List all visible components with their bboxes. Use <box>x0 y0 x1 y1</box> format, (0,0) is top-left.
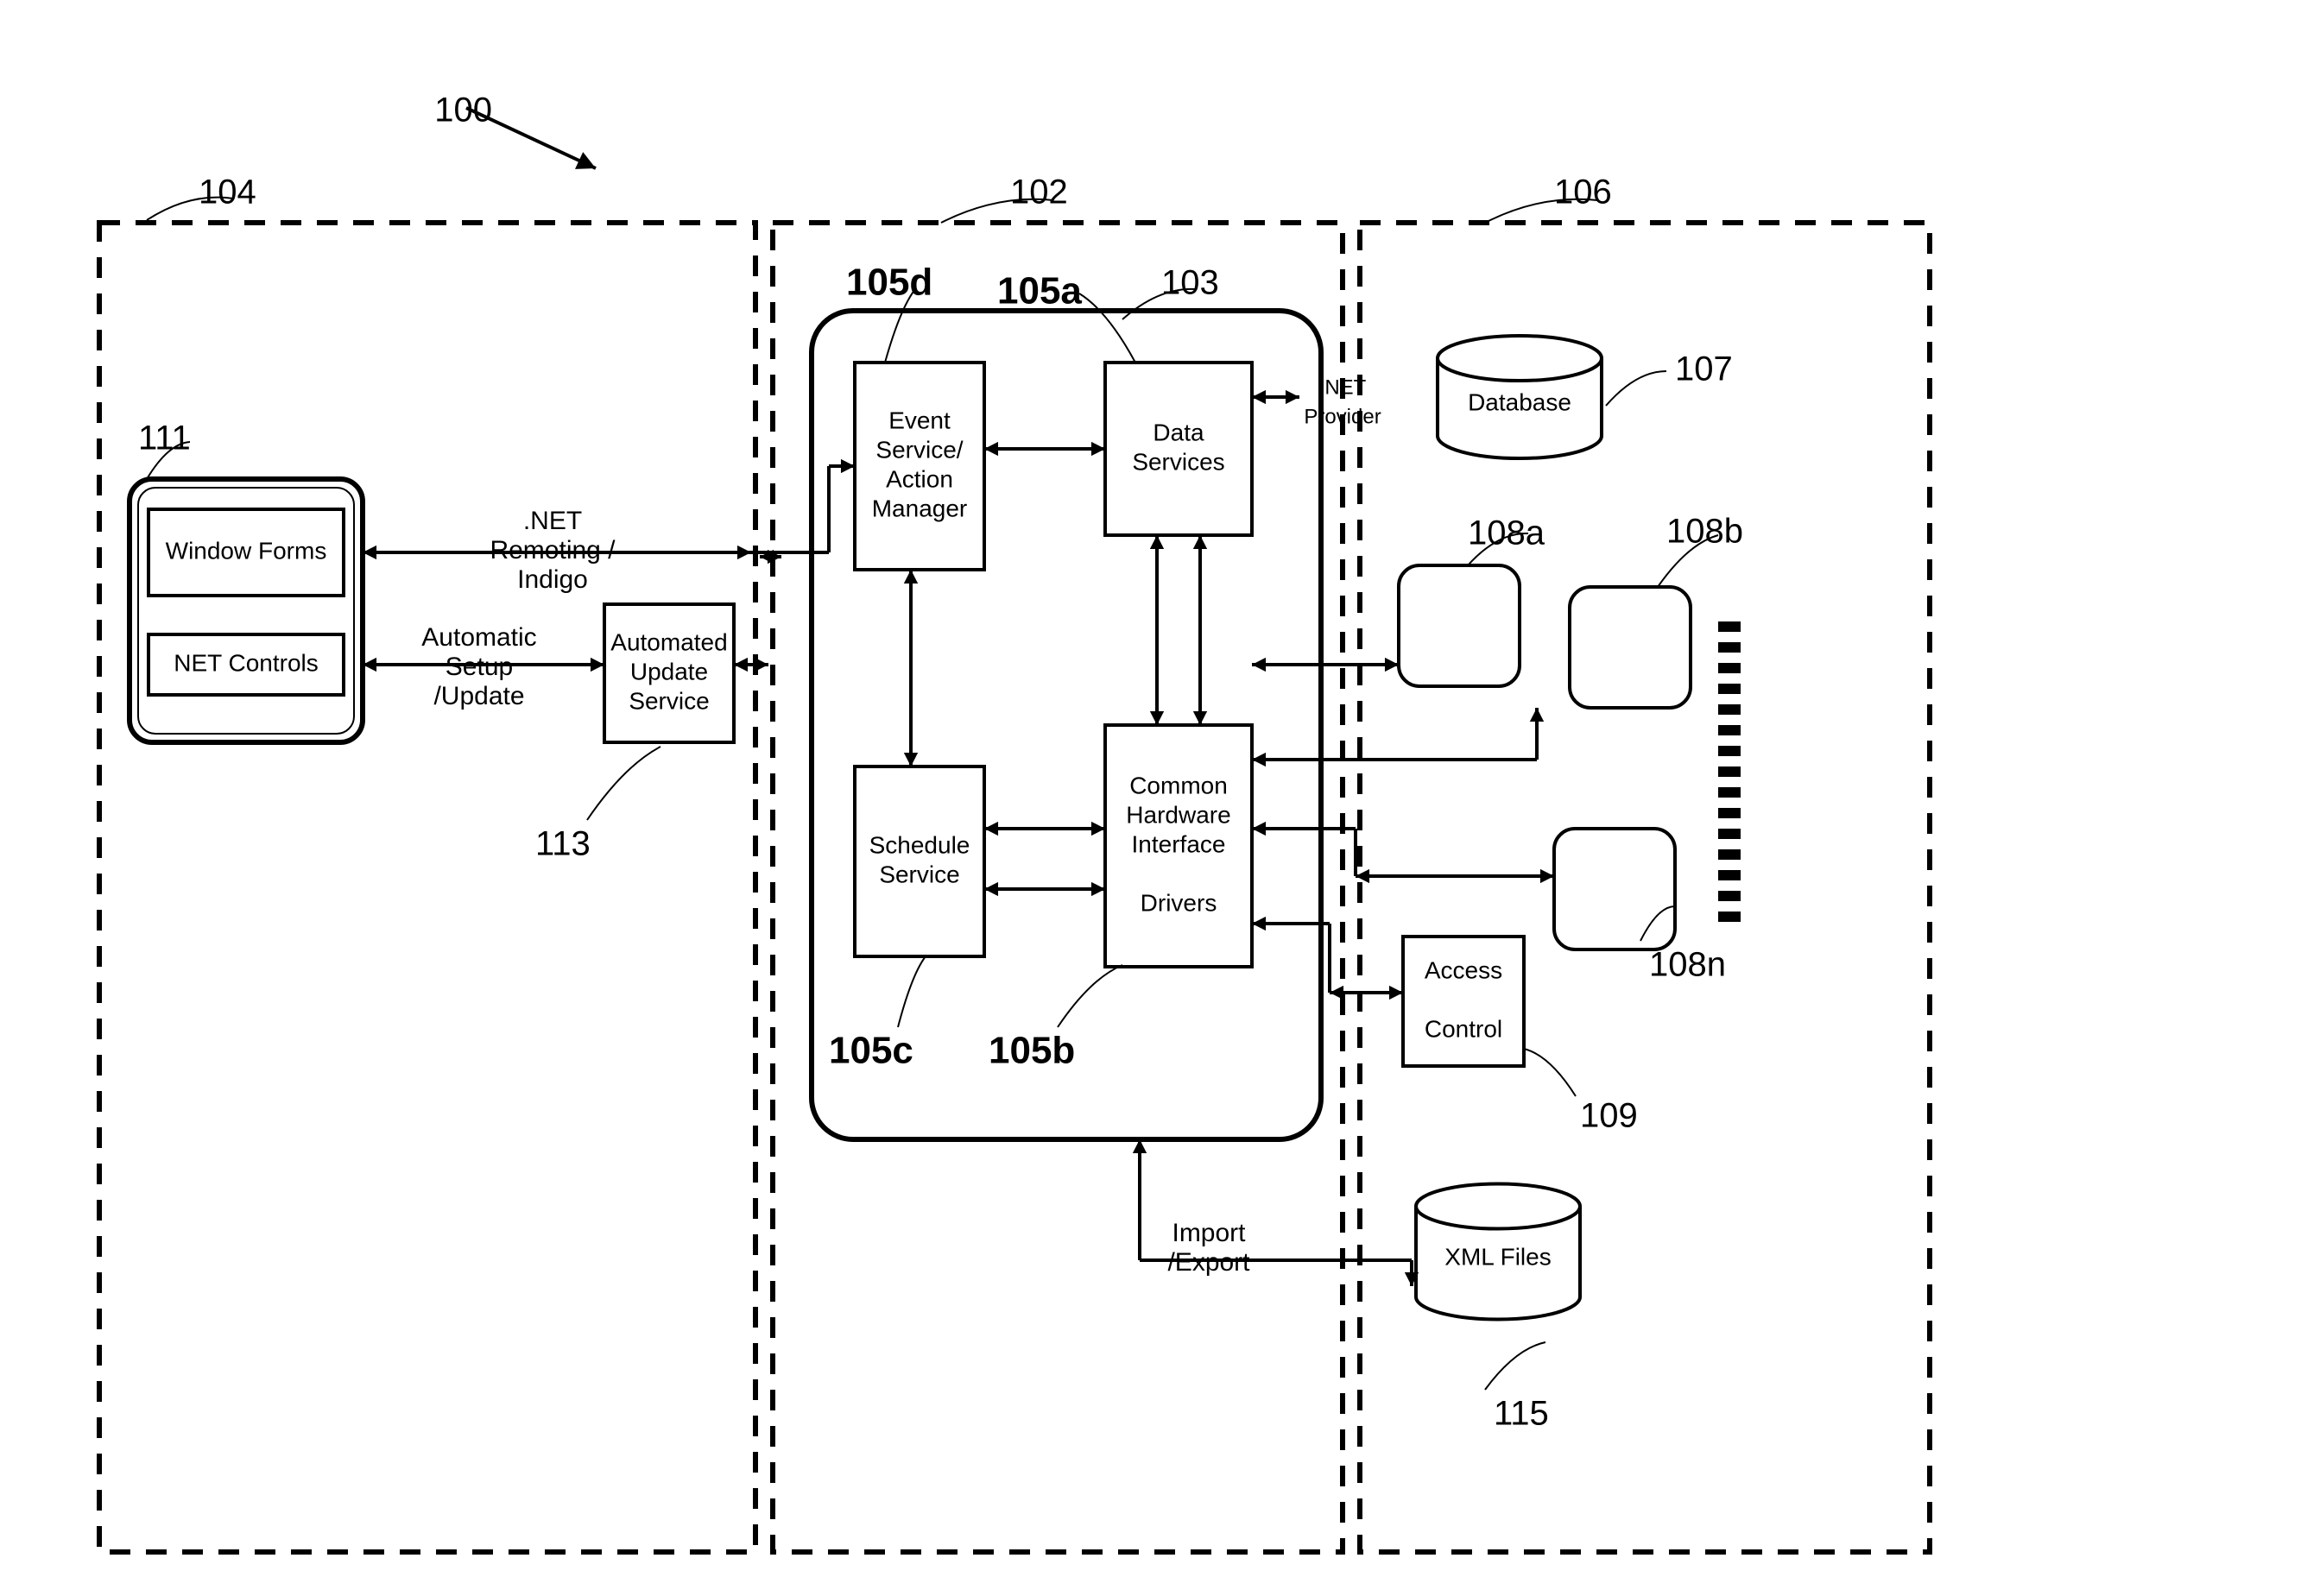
box-text: Services <box>1132 448 1224 475</box>
ellipsis-dot <box>1718 642 1741 653</box>
edge-label-auto-setup: Setup <box>446 653 513 681</box>
box-text: Action <box>886 465 953 492</box>
ref-109: 109 <box>1580 1097 1638 1135</box>
box-text: Hardware <box>1126 801 1230 828</box>
ref-108n: 108n <box>1649 946 1726 984</box>
box-text: Service <box>629 687 709 714</box>
client-panel-outer <box>130 479 363 742</box>
ellipsis-dot <box>1718 891 1741 901</box>
ref-103: 103 <box>1161 264 1219 302</box>
box-text: Common <box>1129 772 1228 798</box>
ref-113: 113 <box>535 825 591 863</box>
edge-label-import-export: /Export <box>1167 1248 1250 1277</box>
region-106 <box>1360 223 1930 1552</box>
ellipsis-dot <box>1718 829 1741 839</box>
edge-label-net-remoting: Remoting / <box>490 536 616 565</box>
leader-line <box>1079 293 1135 363</box>
ref-108a: 108a <box>1468 514 1545 552</box>
node-108a <box>1399 565 1520 686</box>
box-text: Control <box>1425 1015 1502 1042</box>
ref-105a: 105a <box>997 270 1082 312</box>
box-label: NET Controls <box>174 649 319 676</box>
ref-105b: 105b <box>989 1030 1075 1072</box>
ref-108b: 108b <box>1666 513 1743 551</box>
edge-label-net-remoting: .NET <box>523 507 582 535</box>
ellipsis-dot <box>1718 704 1741 715</box>
ref-107: 107 <box>1675 350 1733 388</box>
ellipsis-dot <box>1718 870 1741 880</box>
leader-line <box>1524 1049 1576 1096</box>
ellipsis-dot <box>1718 684 1741 694</box>
ref-100: 100 <box>434 91 492 129</box>
ellipsis-dot <box>1718 725 1741 735</box>
ellipsis-dot <box>1718 663 1741 673</box>
ref-105c: 105c <box>829 1030 913 1072</box>
leader-line <box>587 747 660 820</box>
box-text: Interface <box>1132 830 1226 857</box>
ellipsis-dot <box>1718 766 1741 777</box>
box-label: Window Forms <box>166 537 327 564</box>
edge-label-net-remoting: Indigo <box>517 565 588 594</box>
ref-104: 104 <box>199 173 256 211</box>
box-text: Access <box>1425 956 1502 983</box>
leader-line <box>898 956 926 1027</box>
database-cylinder-top <box>1438 336 1602 381</box>
xmlfiles-cylinder-top <box>1416 1184 1580 1229</box>
box-text: Data <box>1153 419 1204 445</box>
leader-line <box>1485 1342 1545 1390</box>
node-108n <box>1554 829 1675 949</box>
box-text: Manager <box>872 495 968 521</box>
box-text: Service/ <box>875 436 963 463</box>
ellipsis-dot <box>1718 912 1741 922</box>
ref-111: 111 <box>138 420 191 457</box>
box-text: Update <box>630 658 708 684</box>
ellipsis-dot <box>1718 808 1741 818</box>
box-text: Service <box>879 861 959 887</box>
box-text: Event <box>888 407 951 433</box>
box-text: Schedule <box>869 831 970 858</box>
edge-label-auto-setup: Automatic <box>421 623 536 652</box>
box-text: Automated <box>610 628 727 655</box>
ellipsis-dot <box>1718 849 1741 860</box>
edge-label-net-provider: .NET <box>1319 375 1367 399</box>
ellipsis-dot <box>1718 621 1741 632</box>
leader-line <box>1640 906 1675 941</box>
ref-106: 106 <box>1554 173 1612 211</box>
edge-label-net-provider: Provider <box>1304 405 1381 428</box>
region-104 <box>99 223 755 1552</box>
xmlfiles-cylinder-label: XML Files <box>1444 1243 1551 1270</box>
ref-105d: 105d <box>846 262 932 304</box>
box-text: Drivers <box>1141 889 1217 916</box>
leader-line <box>1058 965 1122 1027</box>
node-108b <box>1570 587 1691 708</box>
edge-label-auto-setup: /Update <box>433 682 524 710</box>
ellipsis-dot <box>1718 787 1741 798</box>
ellipsis-dot <box>1718 746 1741 756</box>
edge-label-import-export: Import <box>1172 1219 1246 1247</box>
leader-line <box>1606 371 1666 406</box>
ref-102: 102 <box>1010 173 1068 211</box>
ref-115: 115 <box>1494 1395 1549 1433</box>
database-cylinder-label: Database <box>1468 388 1571 415</box>
